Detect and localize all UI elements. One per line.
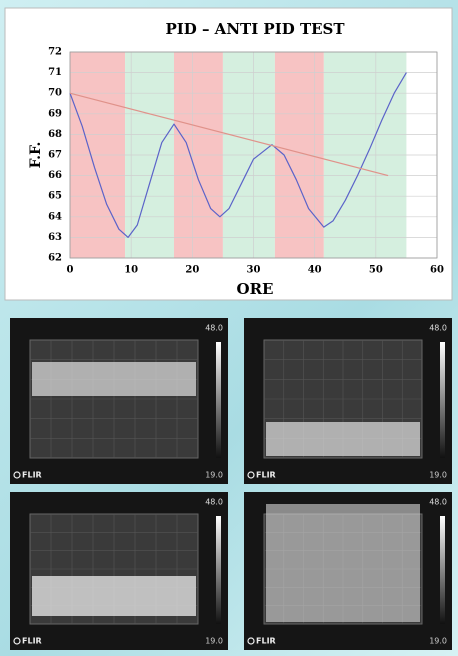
brand-icon bbox=[247, 637, 255, 645]
min-temp: 19.0 bbox=[205, 471, 223, 480]
y-tick-label: 69 bbox=[48, 108, 62, 119]
y-tick-label: 64 bbox=[48, 211, 62, 222]
x-tick-label: 0 bbox=[67, 265, 74, 276]
brand: FLIR bbox=[22, 471, 42, 480]
colorbar bbox=[440, 516, 445, 624]
colorbar bbox=[440, 342, 445, 458]
x-tick-label: 50 bbox=[369, 265, 383, 276]
colorbar bbox=[216, 342, 221, 458]
series-line bbox=[69, 72, 407, 238]
brand-icon bbox=[13, 471, 21, 479]
brand: FLIR bbox=[256, 637, 276, 646]
min-temp: 19.0 bbox=[429, 471, 447, 480]
x-tick-label: 30 bbox=[247, 265, 261, 276]
brand-icon bbox=[13, 637, 21, 645]
colorbar bbox=[216, 516, 221, 624]
x-tick-label: 10 bbox=[124, 265, 138, 276]
y-tick-label: 71 bbox=[48, 67, 62, 78]
y-tick-label: 62 bbox=[48, 253, 62, 264]
max-temp: 48.0 bbox=[205, 498, 223, 507]
brand: FLIR bbox=[256, 471, 276, 480]
x-tick-label: 20 bbox=[185, 265, 199, 276]
min-temp: 19.0 bbox=[205, 637, 223, 646]
min-temp: 19.0 bbox=[429, 637, 447, 646]
y-tick-label: 72 bbox=[48, 47, 62, 58]
y-tick-label: 63 bbox=[48, 232, 62, 243]
max-temp: 48.0 bbox=[429, 498, 447, 507]
series-line bbox=[69, 92, 389, 177]
y-tick-label: 66 bbox=[48, 170, 62, 181]
x-axis-label: ORE bbox=[237, 280, 274, 298]
brand: FLIR bbox=[22, 637, 42, 646]
max-temp: 48.0 bbox=[429, 324, 447, 333]
plot-border bbox=[69, 51, 438, 259]
hot-zone bbox=[266, 422, 420, 456]
y-tick-label: 68 bbox=[48, 129, 62, 140]
y-tick-label: 67 bbox=[48, 150, 62, 161]
chart-title: PID – ANTI PID TEST bbox=[165, 20, 345, 38]
x-tick-label: 60 bbox=[430, 265, 444, 276]
x-tick-label: 40 bbox=[308, 265, 322, 276]
hot-zone bbox=[32, 362, 196, 396]
y-tick-label: 70 bbox=[48, 88, 62, 99]
y-tick-label: 65 bbox=[48, 191, 62, 202]
brand-icon bbox=[247, 471, 255, 479]
hot-zone bbox=[32, 576, 196, 616]
max-temp: 48.0 bbox=[205, 324, 223, 333]
y-axis-label: F.F. bbox=[28, 142, 44, 169]
hot-zone bbox=[266, 504, 420, 622]
